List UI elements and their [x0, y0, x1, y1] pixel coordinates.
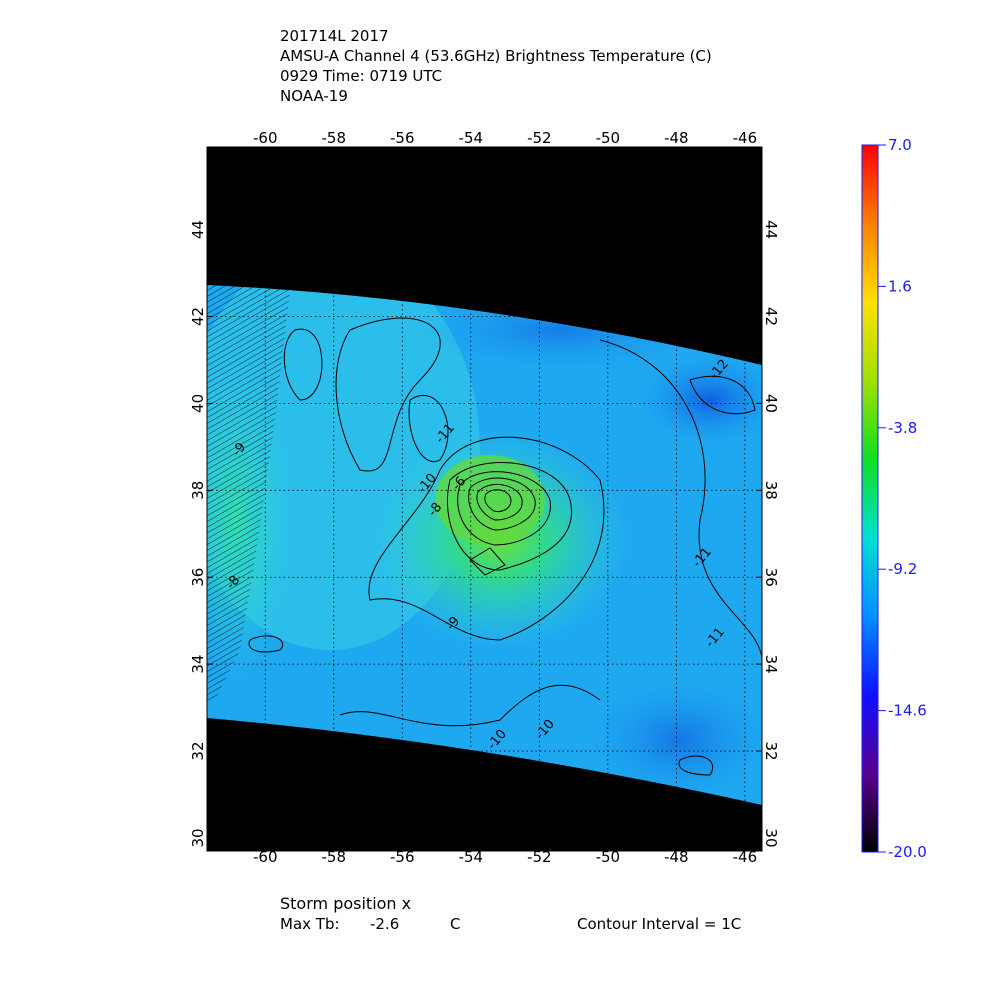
y-tick-label: 42: [189, 307, 207, 326]
y-tick-label: 36: [762, 568, 780, 587]
colorbar-label: -14.6: [888, 702, 927, 720]
y-tick-label: 44: [762, 220, 780, 239]
y-tick-label: 30: [762, 828, 780, 847]
contour-interval: Contour Interval = 1C: [577, 915, 741, 933]
x-tick-label: -52: [527, 848, 552, 866]
colorbar-label: -3.8: [888, 419, 917, 437]
x-tick-label: -58: [322, 848, 347, 866]
y-tick-label: 38: [189, 481, 207, 500]
x-tick-label: -48: [664, 129, 689, 147]
header-line: 201714L 2017: [280, 27, 389, 45]
y-tick-label: 40: [189, 394, 207, 413]
colorbar-label: -9.2: [888, 560, 917, 578]
header-line: 0929 Time: 0719 UTC: [280, 67, 442, 85]
max-tb-label: Max Tb:: [280, 915, 340, 933]
x-tick-label: -46: [733, 848, 758, 866]
y-tick-label: 36: [189, 568, 207, 587]
y-tick-label: 30: [189, 828, 207, 847]
x-tick-label: -54: [459, 848, 484, 866]
y-tick-label: 42: [762, 307, 780, 326]
y-tick-label: 32: [762, 742, 780, 761]
y-tick-label: 40: [762, 394, 780, 413]
colorbar-label: 1.6: [888, 277, 912, 295]
x-tick-label: -56: [390, 848, 415, 866]
x-tick-label: -60: [253, 848, 278, 866]
x-tick-label: -60: [253, 129, 278, 147]
y-tick-label: 38: [762, 481, 780, 500]
x-tick-label: -46: [733, 129, 758, 147]
max-tb-value: -2.6: [370, 915, 399, 933]
header-line: AMSU-A Channel 4 (53.6GHz) Brightness Te…: [280, 47, 712, 65]
x-tick-label: -56: [390, 129, 415, 147]
colorbar: [861, 144, 879, 853]
max-tb-unit: C: [450, 915, 460, 933]
y-tick-label: 34: [762, 655, 780, 674]
y-tick-label: 44: [189, 220, 207, 239]
storm-position: Storm position x: [280, 894, 411, 913]
y-tick-label: 32: [189, 742, 207, 761]
x-tick-label: -50: [596, 129, 621, 147]
x-tick-label: -52: [527, 129, 552, 147]
x-tick-label: -54: [459, 129, 484, 147]
map-frame: [206, 146, 763, 852]
x-tick-label: -50: [596, 848, 621, 866]
y-tick-label: 34: [189, 655, 207, 674]
map-image: [207, 147, 762, 851]
x-tick-label: -58: [322, 129, 347, 147]
colorbar-label: 7.0: [888, 136, 912, 154]
header: 201714L 2017 AMSU-A Channel 4 (53.6GHz) B…: [280, 27, 712, 105]
colorbar-label: -20.0: [888, 843, 927, 861]
x-tick-label: -48: [664, 848, 689, 866]
header-line: NOAA-19: [280, 87, 348, 105]
